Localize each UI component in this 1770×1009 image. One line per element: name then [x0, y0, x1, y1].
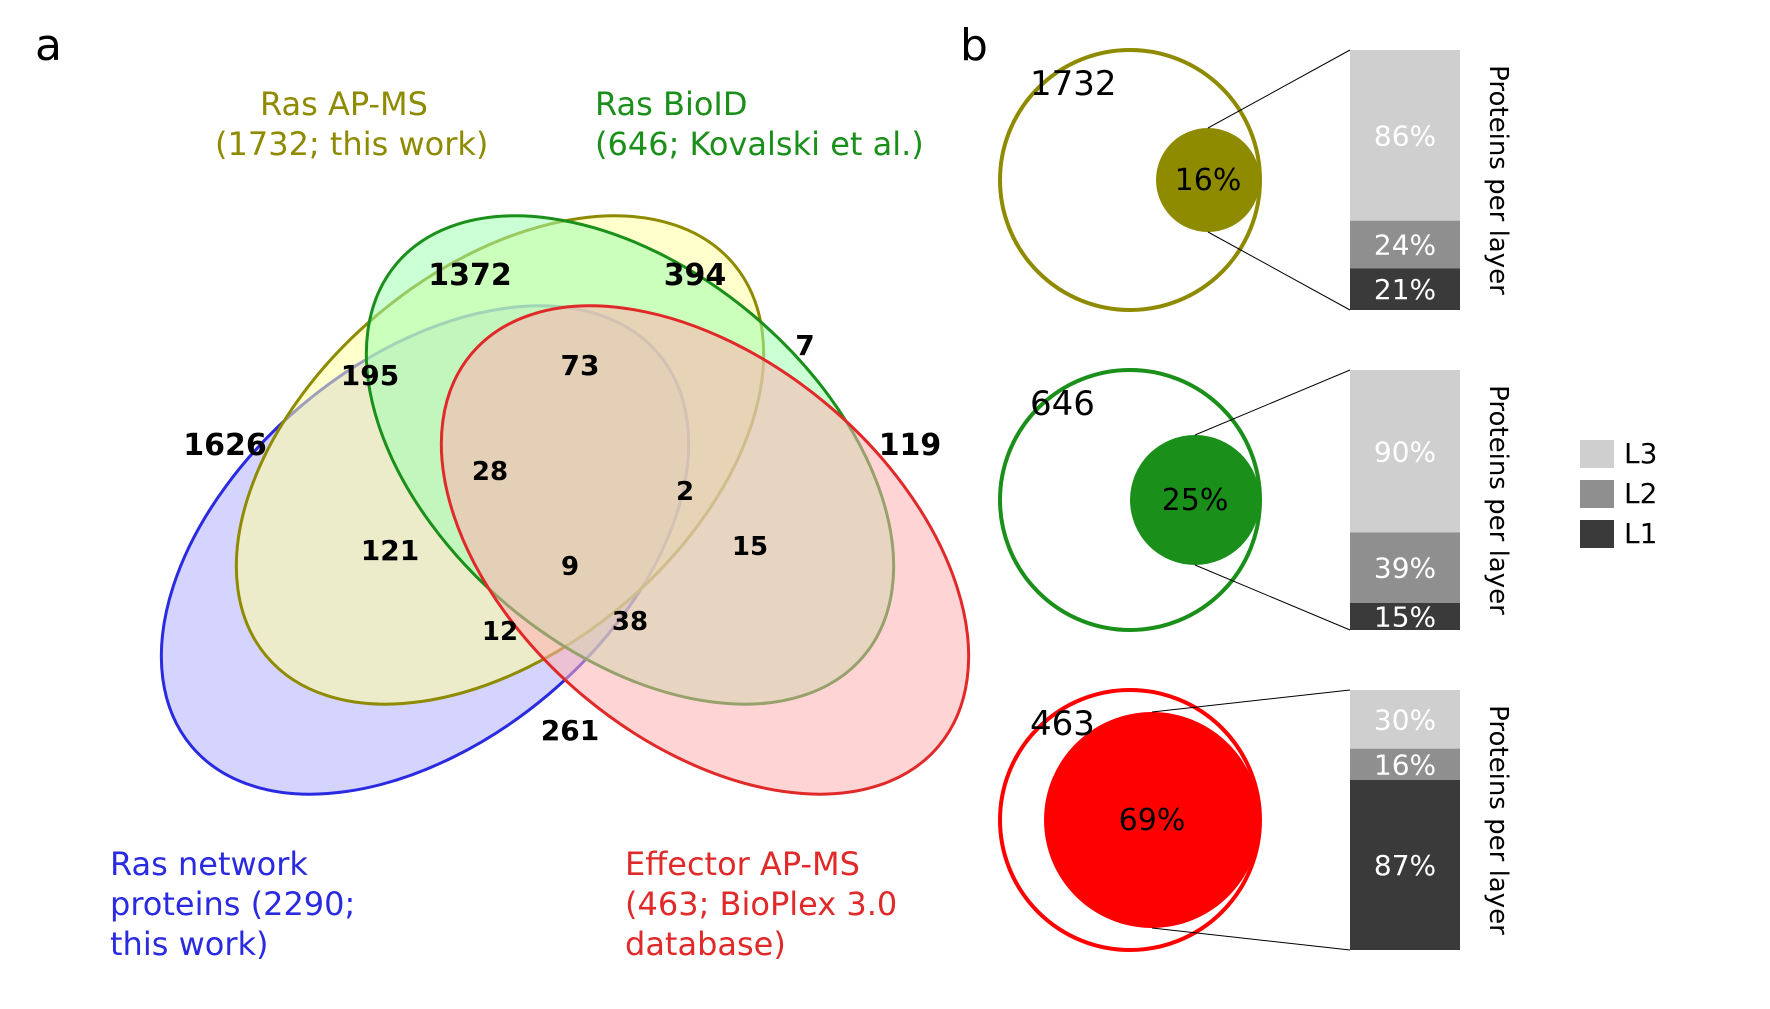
bar-axis-title: Proteins per layer — [1483, 65, 1513, 295]
venn-diagram: Ras AP-MS (1732; this work) Ras BioID (6… — [69, 85, 1061, 963]
row-total-label: 646 — [1030, 384, 1095, 424]
venn-n-only-rasbioid: 394 — [664, 258, 727, 293]
panel-b-row-1: 25% 646 90% 39% 15% Proteins per layer — [1000, 370, 1513, 633]
venn-n-bioid-effector: 7 — [795, 329, 814, 362]
legend-swatch-L2 — [1580, 480, 1614, 508]
bar-axis-title: Proteins per layer — [1483, 705, 1513, 935]
inner-pct-label: 25% — [1162, 483, 1229, 518]
bar-pct-label-L3: 86% — [1374, 119, 1436, 152]
bar-pct-label-L3: 90% — [1374, 435, 1436, 468]
venn-title-effector-l2: (463; BioPlex 3.0 — [625, 885, 897, 923]
venn-n-apms-network-effector: 38 — [612, 607, 648, 637]
venn-n-apms-bioid: 73 — [561, 349, 600, 382]
venn-n-only-rasnetwork: 1626 — [183, 428, 267, 463]
inner-pct-label: 69% — [1119, 803, 1186, 838]
venn-n-only-rasapms: 1372 — [428, 258, 512, 293]
venn-title-effector-l1: Effector AP-MS — [625, 845, 860, 883]
legend-label-L3: L3 — [1624, 437, 1657, 470]
connector-line — [1208, 232, 1350, 310]
venn-title-rasapms-l1: Ras AP-MS — [260, 85, 428, 123]
venn-title-rasnetwork-l2: proteins (2290; — [110, 885, 355, 923]
bar-pct-label-L2: 24% — [1374, 229, 1436, 262]
row-total-label: 1732 — [1030, 64, 1117, 104]
venn-title-effector-l3: database) — [625, 925, 786, 963]
bar-pct-label-L1: 15% — [1374, 600, 1436, 633]
panel-b: 16% 1732 86% 24% 21% Proteins per layer 25% 646… — [1000, 50, 1513, 950]
venn-title-rasapms-l2: (1732; this work) — [215, 125, 488, 163]
legend-label-L2: L2 — [1624, 477, 1657, 510]
venn-ellipses — [69, 118, 1061, 891]
venn-title-rasnetwork-l1: Ras network — [110, 845, 308, 883]
venn-n-apms-bioid-network: 28 — [472, 457, 508, 487]
bar-pct-label-L3: 30% — [1374, 703, 1436, 736]
bar-pct-label-L2: 39% — [1374, 552, 1436, 585]
venn-title-rasbioid-l2: (646; Kovalski et al.) — [595, 125, 924, 163]
venn-n-network-effector: 261 — [541, 714, 599, 747]
legend-label-L1: L1 — [1624, 517, 1657, 550]
venn-n-only-effector: 119 — [879, 428, 942, 463]
panel-b-row-0: 16% 1732 86% 24% 21% Proteins per layer — [1000, 50, 1513, 310]
legend-swatch-L1 — [1580, 520, 1614, 548]
connector-line — [1208, 50, 1350, 128]
venn-n-apms-network: 195 — [341, 359, 399, 392]
venn-title-rasbioid-l1: Ras BioID — [595, 85, 747, 123]
venn-n-bioid-network: 121 — [361, 534, 419, 567]
panel-b-row-2: 69% 463 30% 16% 87% Proteins per layer — [1000, 690, 1513, 950]
venn-n-all4: 9 — [561, 552, 579, 582]
panel-b-label: b — [960, 20, 988, 71]
venn-title-rasnetwork-l3: this work) — [110, 925, 268, 963]
layer-legend: L3 L2 L1 — [1580, 437, 1657, 550]
inner-pct-label: 16% — [1175, 163, 1242, 198]
bar-pct-label-L2: 16% — [1374, 748, 1436, 781]
bar-pct-label-L1: 87% — [1374, 849, 1436, 882]
venn-n-apms-effector-small: 15 — [732, 532, 768, 562]
row-total-label: 463 — [1030, 704, 1095, 744]
panel-a-label: a — [35, 20, 62, 71]
figure-root: a Ras AP-MS (1732; this work) Ras BioID … — [0, 0, 1770, 1009]
bar-axis-title: Proteins per layer — [1483, 385, 1513, 615]
venn-n-apms-effector: 2 — [676, 477, 694, 507]
legend-swatch-L3 — [1580, 440, 1614, 468]
bar-pct-label-L1: 21% — [1374, 273, 1436, 306]
venn-n-bioid-network-effector: 12 — [482, 617, 518, 647]
